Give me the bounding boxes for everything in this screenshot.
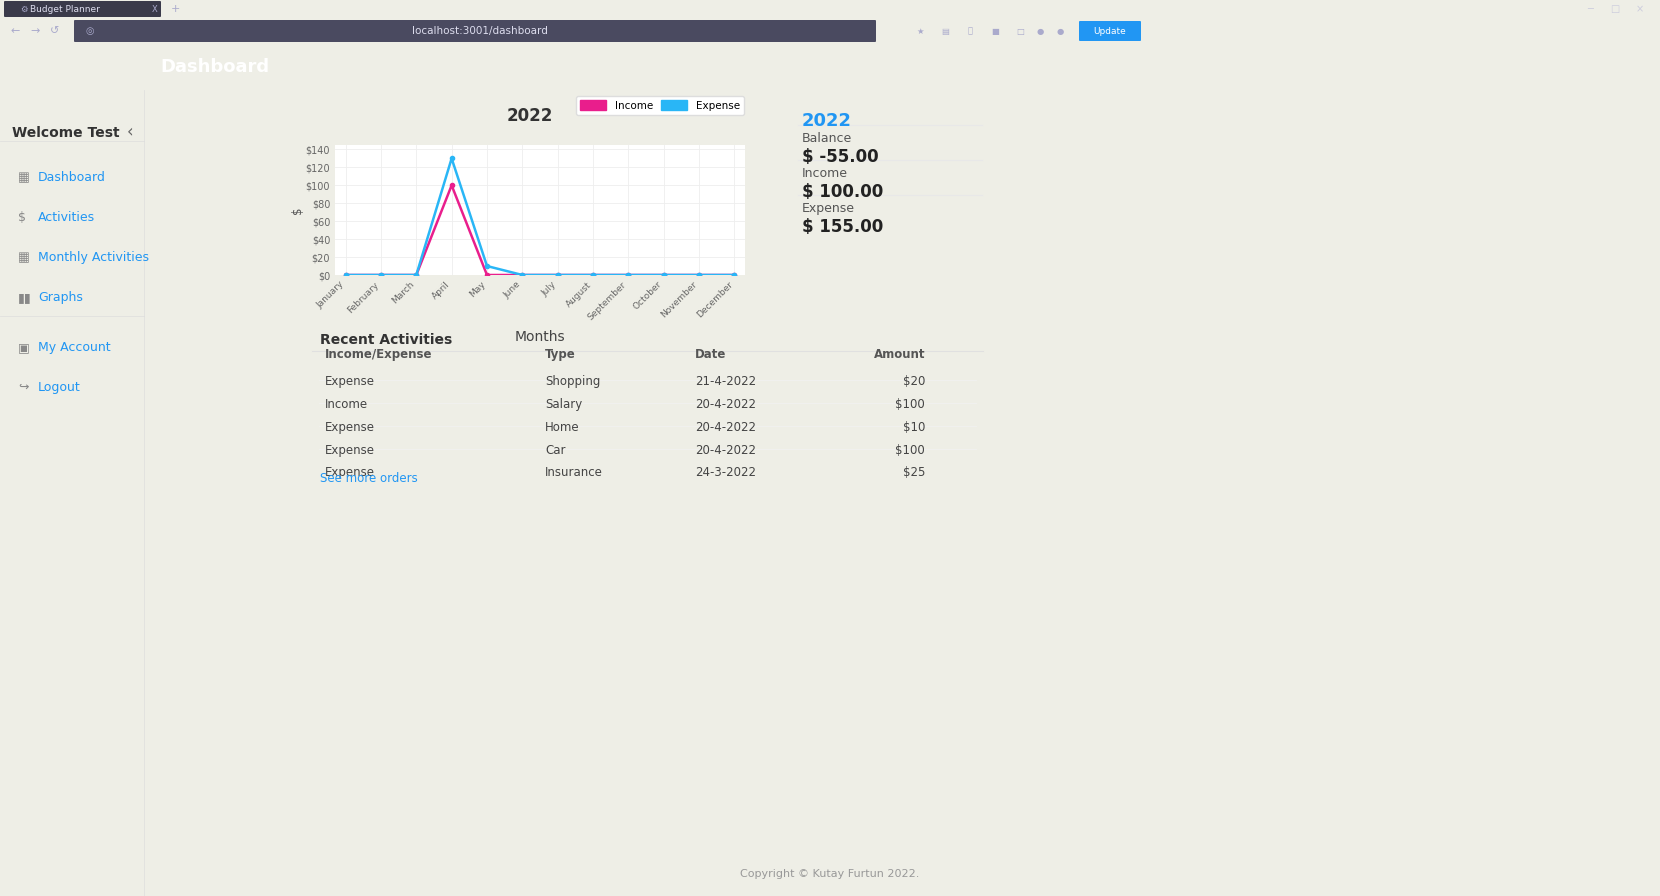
Text: Balance: Balance (802, 132, 852, 145)
Text: →: → (30, 26, 40, 36)
Text: □: □ (1016, 27, 1024, 36)
Text: $20: $20 (903, 375, 925, 388)
Legend: Income, Expense: Income, Expense (576, 96, 744, 115)
Text: ←: ← (10, 26, 20, 36)
Text: $ 100.00: $ 100.00 (802, 183, 883, 201)
Text: Home: Home (544, 421, 579, 434)
Text: Recent Activities: Recent Activities (320, 333, 452, 347)
Text: Income: Income (325, 398, 369, 411)
Text: $100: $100 (895, 398, 925, 411)
Text: Shopping: Shopping (544, 375, 601, 388)
Text: ▮▮: ▮▮ (18, 291, 32, 304)
Text: 24-3-2022: 24-3-2022 (696, 466, 755, 479)
Text: 20-4-2022: 20-4-2022 (696, 398, 755, 411)
Text: Expense: Expense (802, 202, 855, 215)
FancyBboxPatch shape (1079, 21, 1140, 41)
Text: Welcome Test: Welcome Test (12, 126, 120, 140)
Text: Expense: Expense (325, 375, 375, 388)
Text: ■: ■ (991, 27, 999, 36)
Text: □: □ (1610, 4, 1620, 14)
Text: +: + (171, 4, 179, 14)
Text: Expense: Expense (325, 444, 375, 457)
Text: Monthly Activities: Monthly Activities (38, 251, 149, 264)
Text: 21-4-2022: 21-4-2022 (696, 375, 755, 388)
Text: $ -55.00: $ -55.00 (802, 148, 878, 166)
Text: ↺: ↺ (50, 26, 60, 36)
Text: ▦: ▦ (18, 171, 30, 184)
Text: ⚙: ⚙ (20, 4, 28, 13)
Text: Type: Type (544, 348, 576, 361)
Text: ◎: ◎ (85, 26, 93, 36)
Text: ●: ● (1036, 27, 1044, 36)
Text: localhost:3001/dashboard: localhost:3001/dashboard (412, 26, 548, 36)
Y-axis label: $: $ (290, 206, 304, 214)
Text: Income/Expense: Income/Expense (325, 348, 433, 361)
Text: $: $ (18, 211, 27, 224)
Text: 2022: 2022 (802, 112, 852, 130)
Text: 2022: 2022 (506, 107, 553, 125)
Text: Date: Date (696, 348, 727, 361)
Text: $ 155.00: $ 155.00 (802, 218, 883, 236)
Text: Salary: Salary (544, 398, 583, 411)
Text: Insurance: Insurance (544, 466, 603, 479)
Text: ▤: ▤ (941, 27, 950, 36)
Text: ▦: ▦ (18, 251, 30, 264)
Text: Budget Planner: Budget Planner (30, 4, 100, 13)
Text: Income: Income (802, 167, 848, 180)
Text: Dashboard: Dashboard (159, 58, 269, 76)
Text: ×: × (1637, 4, 1643, 14)
Text: ★: ★ (916, 27, 923, 36)
Text: ─: ─ (1587, 4, 1594, 14)
Text: $25: $25 (903, 466, 925, 479)
Text: Car: Car (544, 444, 566, 457)
Text: My Account: My Account (38, 341, 111, 354)
Text: Logout: Logout (38, 381, 81, 394)
FancyBboxPatch shape (3, 1, 161, 17)
Text: Copyright © Kutay Furtun 2022.: Copyright © Kutay Furtun 2022. (740, 868, 920, 879)
Text: 20-4-2022: 20-4-2022 (696, 444, 755, 457)
X-axis label: Months: Months (515, 330, 566, 344)
Text: ‹: ‹ (126, 123, 133, 141)
Text: 20-4-2022: 20-4-2022 (696, 421, 755, 434)
Text: Amount: Amount (873, 348, 925, 361)
Text: Update: Update (1094, 27, 1127, 36)
Text: Expense: Expense (325, 421, 375, 434)
Text: $100: $100 (895, 444, 925, 457)
Text: Dashboard: Dashboard (38, 171, 106, 184)
Text: Expense: Expense (325, 466, 375, 479)
Text: X: X (153, 4, 158, 13)
FancyBboxPatch shape (75, 20, 876, 42)
Text: See more orders: See more orders (320, 472, 418, 485)
Text: ⛶: ⛶ (968, 27, 973, 36)
Text: $10: $10 (903, 421, 925, 434)
Text: ↪: ↪ (18, 381, 28, 394)
Text: Activities: Activities (38, 211, 95, 224)
Text: ●: ● (1056, 27, 1064, 36)
Text: Graphs: Graphs (38, 291, 83, 304)
Text: ▣: ▣ (18, 341, 30, 354)
